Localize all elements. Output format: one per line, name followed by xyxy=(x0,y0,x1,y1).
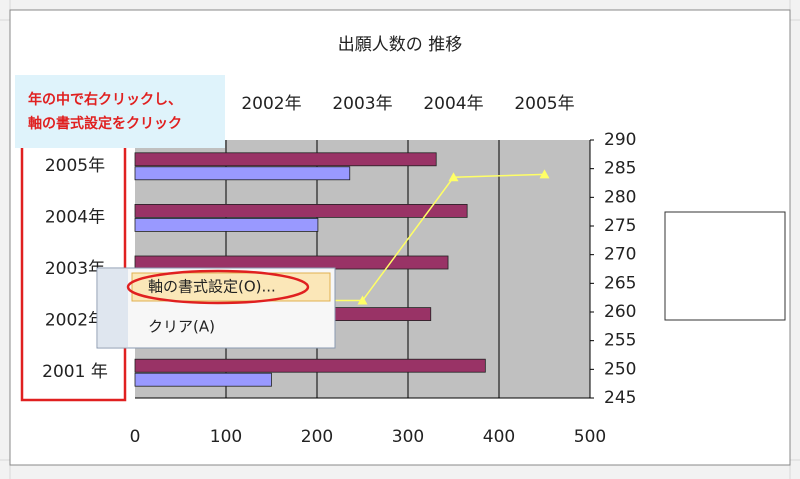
legend xyxy=(664,211,786,321)
bar xyxy=(134,152,437,167)
x-tick-label: 200 xyxy=(301,427,333,447)
y2-tick-label: 290 xyxy=(604,130,636,150)
menu-item[interactable]: 軸の書式設定(O)... xyxy=(148,278,276,296)
x-tick-label: 400 xyxy=(483,427,515,447)
marker xyxy=(539,169,550,179)
x-tick-label: 0 xyxy=(130,427,141,447)
callout-text: 年の中で右クリックし、 xyxy=(28,91,182,108)
y2-tick-label: 255 xyxy=(604,331,636,351)
menu-item[interactable]: クリア(A) xyxy=(148,318,215,336)
x2-tick-label: 2002年 xyxy=(241,94,301,114)
marker xyxy=(357,295,368,305)
y-tick-label: 2002年 xyxy=(45,311,105,331)
bar xyxy=(134,217,319,232)
x2-tick-label: 2003年 xyxy=(332,94,392,114)
y2-tick-label: 250 xyxy=(604,359,636,379)
x2-tick-label: 2005年 xyxy=(514,94,574,114)
y2-tick-label: 260 xyxy=(604,302,636,322)
y-tick-label: 2001 年 xyxy=(42,362,108,382)
callout xyxy=(15,75,225,148)
y2-tick-label: 245 xyxy=(604,388,636,408)
x2-tick-label: 2004年 xyxy=(423,94,483,114)
chart-title: 出願人数の 推移 xyxy=(338,35,462,55)
callout-text: 軸の書式設定をクリック xyxy=(28,115,182,132)
bar xyxy=(134,372,272,387)
x-tick-label: 100 xyxy=(210,427,242,447)
bar xyxy=(134,203,468,218)
y2-tick-label: 265 xyxy=(604,273,636,293)
marker xyxy=(448,172,459,182)
x-tick-label: 300 xyxy=(392,427,424,447)
bar xyxy=(134,255,449,270)
menu-highlight xyxy=(131,272,331,302)
y-tick-label: 2004年 xyxy=(45,207,105,227)
y2-tick-label: 285 xyxy=(604,159,636,179)
bar xyxy=(134,166,351,181)
bar xyxy=(134,358,486,373)
y2-tick-label: 280 xyxy=(604,187,636,207)
y-tick-label: 2003年 xyxy=(45,259,105,279)
y2-tick-label: 270 xyxy=(604,245,636,265)
menu-gutter xyxy=(98,269,128,347)
highlight-ellipse xyxy=(126,269,310,305)
x-tick-label: 500 xyxy=(574,427,606,447)
y2-tick-label: 275 xyxy=(604,216,636,236)
y-tick-label: 2005年 xyxy=(45,156,105,176)
